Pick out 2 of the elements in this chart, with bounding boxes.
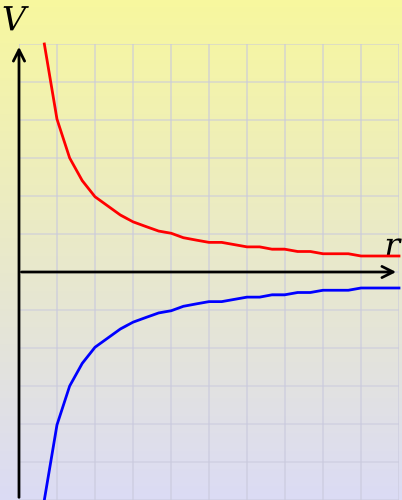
y-axis-title: V xyxy=(4,6,29,30)
x-axis-title: r xyxy=(386,238,402,256)
